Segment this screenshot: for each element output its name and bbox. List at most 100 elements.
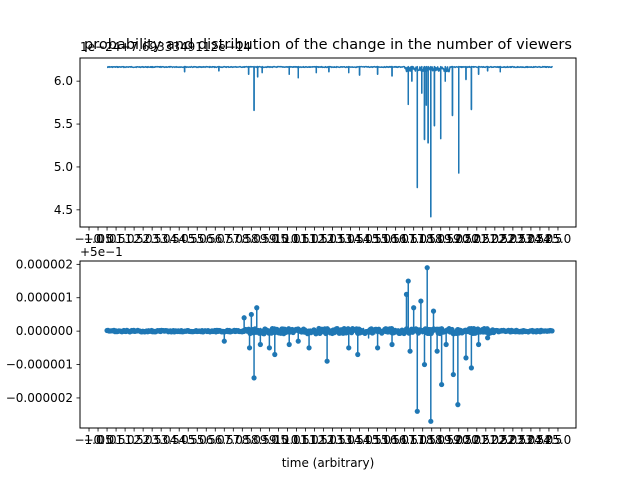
bottom-data-point xyxy=(405,278,411,284)
bottom-y-tick-label: 0.000002 xyxy=(16,257,73,271)
top-x-tick-label: 2.0 xyxy=(134,232,153,246)
bottom-data-point xyxy=(476,341,482,348)
bottom-axes-frame xyxy=(79,260,577,429)
bottom-x-tick-label: 11.5 xyxy=(301,433,328,447)
bottom-data-point xyxy=(485,335,491,341)
top-y-tick-label: 4.5 xyxy=(54,203,73,217)
bottom-x-tick-label: 23.0 xyxy=(509,433,536,447)
top-x-tick-label: 10.5 xyxy=(283,232,310,246)
bottom-x-tick-label: 16.0 xyxy=(382,433,409,447)
top-x-tick-label: 20.5 xyxy=(463,232,490,246)
top-x-tick-label: 20.0 xyxy=(454,232,481,246)
top-x-tick-label: 11.0 xyxy=(292,232,319,246)
bottom-x-tick-label: 15.5 xyxy=(373,433,400,447)
bottom-subplot: +5e−1 −0.000002 −0.000001 0.000000 0.000001… xyxy=(6,245,577,470)
top-x-tick-label: 5.5 xyxy=(197,232,216,246)
bottom-x-tick-label: 5.0 xyxy=(188,433,207,447)
bottom-x-tick-label: 9.5 xyxy=(269,433,288,447)
top-x-tick-label: 13.0 xyxy=(328,232,355,246)
top-x-tick-label: 3.0 xyxy=(152,232,171,246)
bottom-data-point xyxy=(221,338,227,344)
bottom-x-tick-label: 8.5 xyxy=(251,433,270,447)
bottom-x-tick-label: 3.5 xyxy=(161,433,180,447)
bottom-data-point xyxy=(257,341,263,348)
bottom-data-point xyxy=(450,371,456,378)
top-y-ticks: 4.5 5.0 5.5 6.0 xyxy=(54,74,80,217)
top-x-tick-label: 22.0 xyxy=(490,232,517,246)
bottom-x-tick-label: 4.5 xyxy=(179,433,198,447)
top-series-line xyxy=(106,65,553,218)
bottom-x-tick-label: 14.5 xyxy=(355,433,382,447)
top-x-tick-label: 5.0 xyxy=(188,232,207,246)
bottom-x-tick-label: 5.5 xyxy=(197,433,216,447)
top-x-tick-label: 9.0 xyxy=(260,232,279,246)
bottom-data-point xyxy=(375,345,381,351)
bottom-data-point xyxy=(549,328,555,334)
top-x-tick-label: 1.5 xyxy=(125,232,144,246)
bottom-offset-text: +5e−1 xyxy=(80,245,123,259)
bottom-series-layer xyxy=(104,265,555,424)
bottom-x-tick-label: 9.0 xyxy=(260,433,279,447)
bottom-x-tick-label: 17.5 xyxy=(409,433,436,447)
top-x-tick-label: 13.5 xyxy=(337,232,364,246)
top-x-tick-label: 12.0 xyxy=(310,232,337,246)
bottom-x-tick-label: 1.5 xyxy=(125,433,144,447)
bottom-data-point xyxy=(468,365,474,371)
bottom-x-tick-label: 18.0 xyxy=(418,433,445,447)
top-x-tick-label: 0.5 xyxy=(107,232,126,246)
bottom-x-tick-label: 1.0 xyxy=(116,433,135,447)
bottom-x-tick-label: 2.0 xyxy=(134,433,153,447)
bottom-x-tick-label: 13.0 xyxy=(328,433,355,447)
bottom-data-point xyxy=(428,418,434,424)
top-y-tick-label: 5.0 xyxy=(54,160,73,174)
bottom-x-tick-label: 12.5 xyxy=(319,433,346,447)
bottom-x-tick-label: 25.0 xyxy=(545,433,572,447)
top-x-tick-label: 21.0 xyxy=(472,232,499,246)
bottom-x-tick-label: 21.0 xyxy=(472,433,499,447)
bottom-x-tick-label: 6.5 xyxy=(215,433,234,447)
bottom-data-point xyxy=(306,345,312,351)
bottom-data-point xyxy=(443,341,449,348)
bottom-x-tick-label: 23.5 xyxy=(518,433,545,447)
top-series-layer xyxy=(106,65,553,218)
top-x-tick-label: −0.5 xyxy=(83,232,112,246)
top-x-tick-label: 22.5 xyxy=(500,232,527,246)
top-x-ticks: −1.0−0.50.00.51.01.52.02.53.03.54.04.55.… xyxy=(74,227,571,246)
bottom-x-tick-label: 7.5 xyxy=(233,433,252,447)
bottom-x-tick-label: −0.5 xyxy=(83,433,112,447)
top-x-tick-label: 25.0 xyxy=(545,232,572,246)
top-offset-text: 1e−24+7.6933349112e−14 xyxy=(80,40,251,54)
bottom-data-point xyxy=(272,351,278,358)
bottom-x-tick-label: 4.0 xyxy=(170,433,189,447)
top-x-tick-label: 4.0 xyxy=(170,232,189,246)
bottom-x-tick-label: 6.0 xyxy=(206,433,225,447)
top-x-tick-label: 21.5 xyxy=(481,232,508,246)
top-x-tick-label: 1.0 xyxy=(116,232,135,246)
top-x-tick-label: −1.0 xyxy=(74,232,103,246)
bottom-data-point xyxy=(418,298,424,304)
bottom-data-point xyxy=(424,265,430,271)
bottom-x-tick-label: −1.0 xyxy=(74,433,103,447)
bottom-data-point xyxy=(241,315,247,321)
bottom-x-tick-label: 19.5 xyxy=(445,433,472,447)
top-x-tick-label: 6.5 xyxy=(215,232,234,246)
bottom-data-point xyxy=(346,345,352,351)
top-axes-frame xyxy=(79,57,577,228)
top-x-tick-label: 3.5 xyxy=(161,232,180,246)
bottom-data-point xyxy=(286,341,292,348)
bottom-data-point xyxy=(266,345,272,351)
top-x-tick-label: 7.0 xyxy=(224,232,243,246)
bottom-data-point xyxy=(403,291,410,297)
bottom-data-point xyxy=(430,308,437,314)
bottom-x-tick-label: 10.0 xyxy=(274,433,301,447)
top-x-tick-label: 9.5 xyxy=(269,232,288,246)
top-x-tick-label: 7.5 xyxy=(233,232,252,246)
bottom-data-point xyxy=(455,402,461,408)
top-x-tick-label: 23.0 xyxy=(509,232,536,246)
top-y-tick-label: 5.5 xyxy=(54,117,73,131)
bottom-x-tick-label: 22.0 xyxy=(490,433,517,447)
top-x-tick-label: 10.0 xyxy=(274,232,301,246)
bottom-x-tick-label: 0.0 xyxy=(98,433,117,447)
